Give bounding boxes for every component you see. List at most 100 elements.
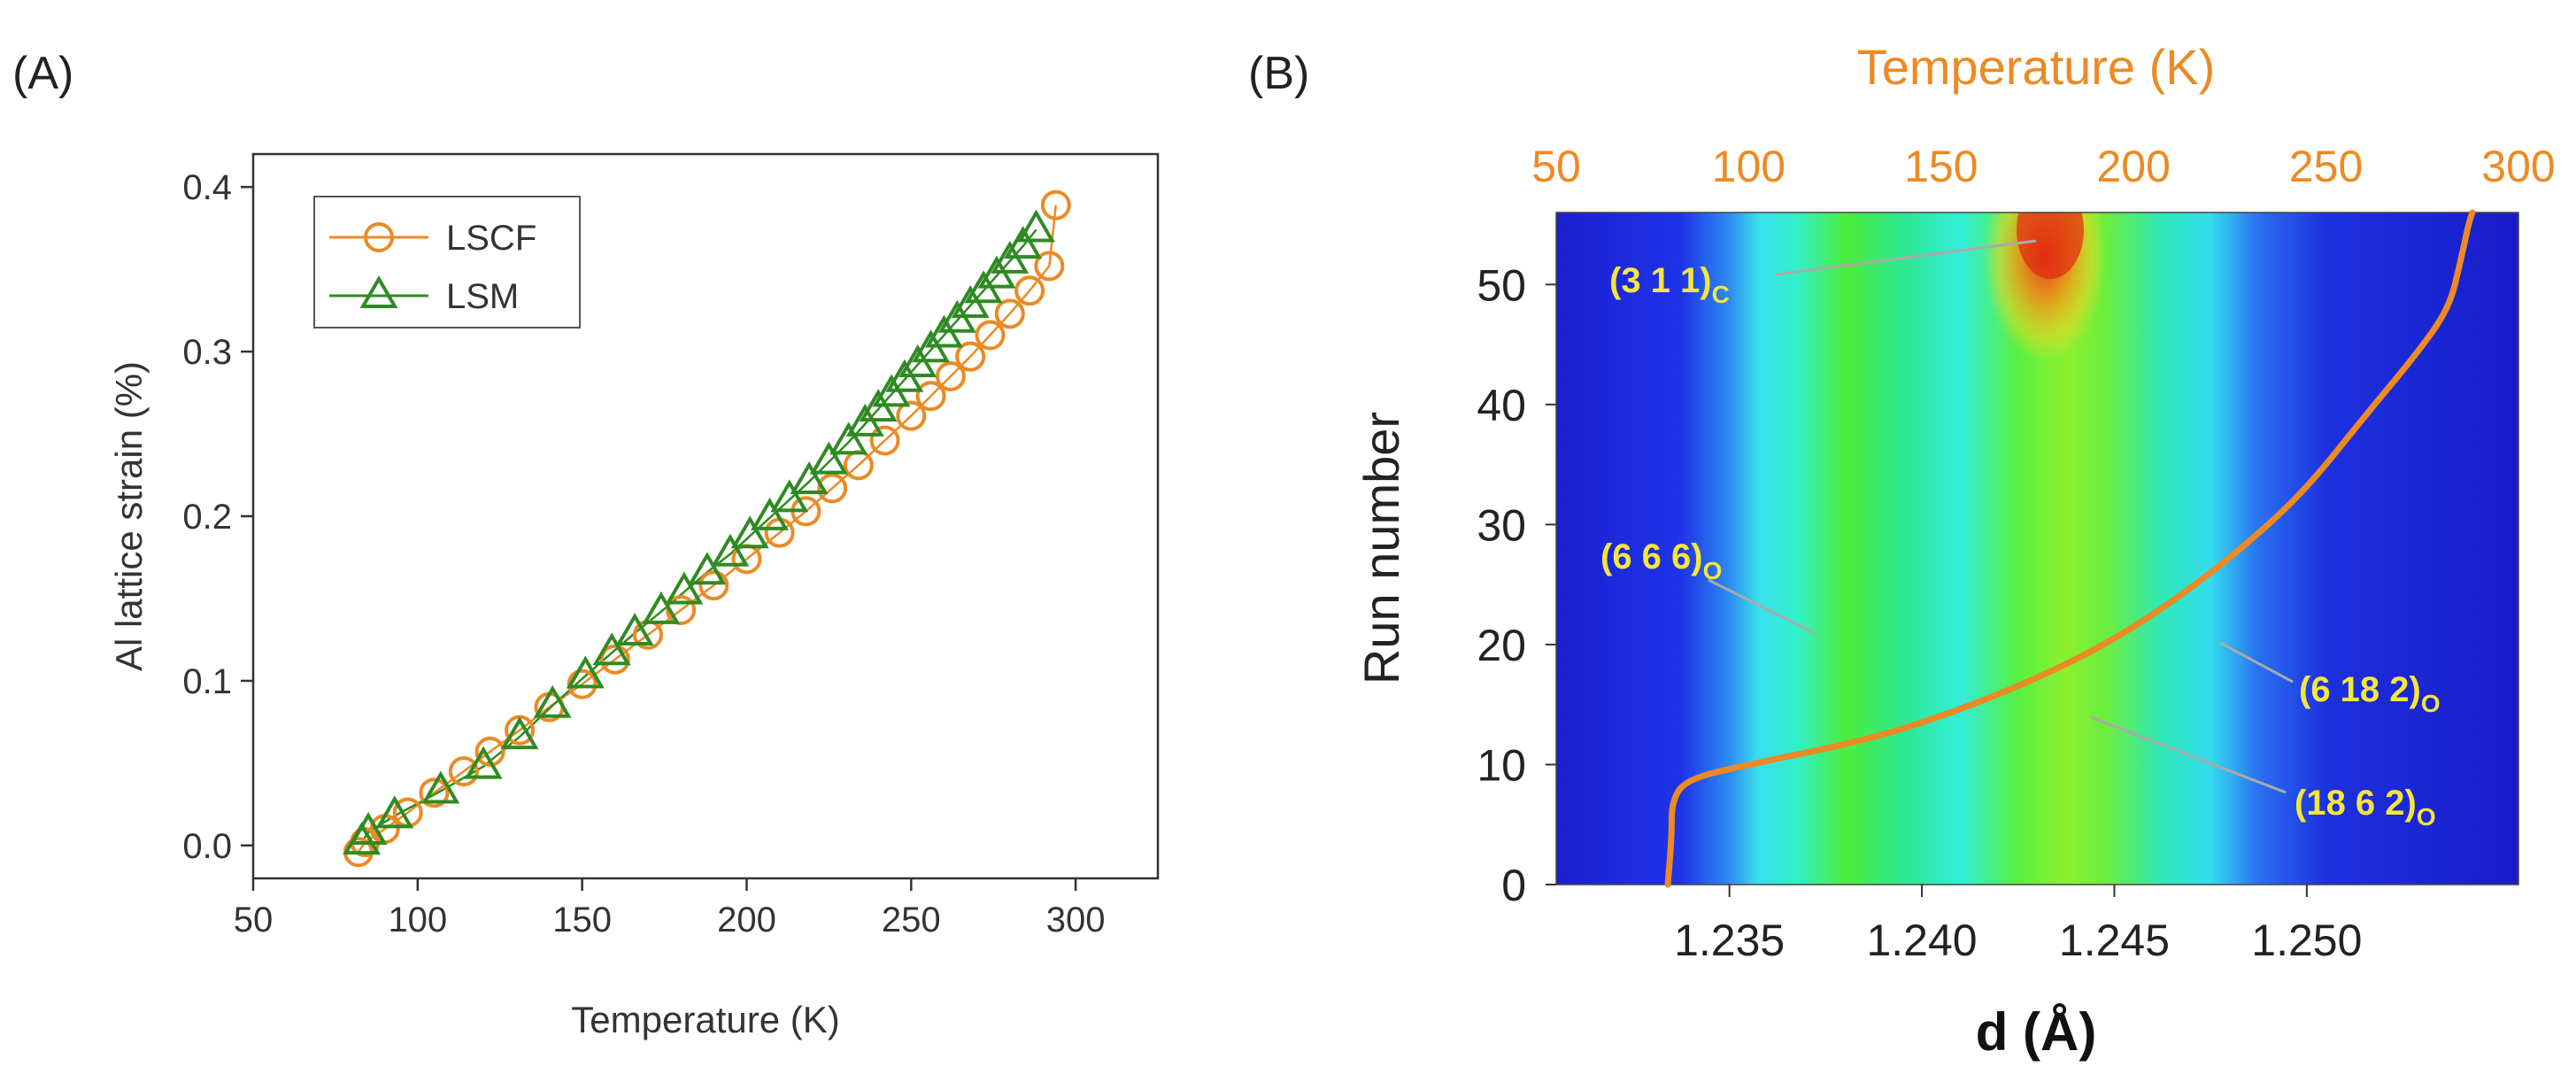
panel-a: 50 100 150 200 250 300 0.0 0.1 0.2 0.3 0.4 Temper… bbox=[108, 152, 1160, 1040]
y-tick-label-b: 10 bbox=[1477, 740, 1526, 790]
y-tick-label-b: 40 bbox=[1477, 381, 1526, 430]
y-tick-label-a: 0.0 bbox=[182, 827, 232, 866]
data-point-lscf bbox=[448, 756, 479, 787]
top-axis-ticks-b: 50 100 150 200 250 300 bbox=[1531, 142, 2556, 191]
legend-label-lsm: LSM bbox=[446, 277, 519, 316]
data-point-lsm bbox=[688, 552, 727, 585]
data-point-lsm bbox=[500, 716, 539, 750]
top-x-tick-label-b: 100 bbox=[1712, 142, 1785, 191]
leader-line-311 bbox=[1774, 239, 2037, 276]
data-point-lscf bbox=[994, 298, 1025, 329]
data-point-lscf bbox=[599, 644, 630, 675]
y-tick-label-b: 0 bbox=[1501, 861, 1526, 910]
x-tick-label-a: 200 bbox=[717, 901, 776, 939]
data-point-lscf bbox=[896, 400, 927, 431]
x-tick-label-a: 250 bbox=[882, 901, 941, 939]
x-tick-label-b: 1.250 bbox=[2251, 916, 2362, 965]
data-point-lsm bbox=[809, 441, 848, 475]
peak-label-311-sub: C bbox=[1712, 281, 1730, 308]
data-point-lsm bbox=[615, 613, 654, 645]
y-tick-label-a: 0.4 bbox=[182, 168, 232, 207]
data-point-lscf bbox=[474, 736, 505, 767]
peak-label-6182-sub: O bbox=[2421, 690, 2441, 717]
x-tick-label-a: 150 bbox=[552, 901, 612, 939]
data-point-lscf bbox=[975, 320, 1006, 351]
peak-label-666: (6 6 6)O bbox=[1600, 537, 1816, 635]
top-x-tick-label-b: 150 bbox=[1904, 142, 1978, 191]
svg-text:(3 1 1)C: (3 1 1)C bbox=[1609, 261, 1730, 308]
plot-frame-b bbox=[1555, 212, 2519, 885]
data-point-lscf bbox=[915, 381, 946, 412]
data-point-lsm bbox=[592, 632, 631, 666]
y-axis-title-a: Al lattice strain (%) bbox=[108, 361, 150, 671]
panel-b: 1.235 1.240 1.245 1.250 0 10 20 30 40 50 50 100 15… bbox=[1354, 39, 2556, 1062]
data-point-lsm bbox=[566, 655, 605, 689]
x-axis-title-a: Temperature (K) bbox=[571, 999, 839, 1040]
y-axis-ticks-a: 0.0 0.1 0.2 0.3 0.4 bbox=[182, 168, 253, 866]
data-point-lsm bbox=[790, 460, 829, 494]
y-tick-label-b: 20 bbox=[1477, 621, 1526, 670]
top-x-tick-label-b: 300 bbox=[2481, 142, 2555, 191]
legend-a: LSCF LSM bbox=[313, 196, 581, 329]
peak-label-311: (3 1 1)C bbox=[1609, 239, 2037, 308]
y-tick-label-b: 30 bbox=[1477, 500, 1526, 550]
data-point-lscf bbox=[698, 570, 729, 601]
data-point-lscf bbox=[935, 360, 966, 391]
data-point-lscf bbox=[666, 594, 697, 625]
data-point-lsm bbox=[829, 421, 868, 455]
peak-label-6182-main: (6 18 2) bbox=[2299, 670, 2421, 709]
panel-label-b: (B) bbox=[1248, 48, 1309, 99]
x-tick-label-b: 1.245 bbox=[2059, 916, 2170, 965]
leader-line-6182 bbox=[2219, 641, 2294, 684]
legend-box bbox=[313, 196, 581, 329]
x-tick-label-a: 50 bbox=[234, 901, 274, 939]
x-tick-label-b: 1.235 bbox=[1674, 916, 1785, 965]
legend-marker-lscf bbox=[364, 222, 394, 252]
panel-label-a: (A) bbox=[12, 48, 73, 99]
y-tick-label-a: 0.2 bbox=[182, 498, 232, 537]
data-point-lsm bbox=[533, 684, 572, 718]
data-point-lscf bbox=[817, 473, 848, 504]
svg-text:(18 6 2)O: (18 6 2)O bbox=[2294, 784, 2436, 831]
data-point-lscf bbox=[1040, 189, 1071, 220]
x-tick-label-a: 300 bbox=[1046, 901, 1106, 939]
y-tick-label-b: 50 bbox=[1477, 260, 1526, 310]
y-tick-label-a: 0.3 bbox=[182, 333, 232, 372]
x-axis-ticks-a: 50 100 150 200 250 300 bbox=[234, 878, 1106, 939]
data-point-lsm bbox=[750, 497, 789, 530]
leader-line-666 bbox=[1708, 578, 1816, 635]
data-point-lsm bbox=[464, 746, 503, 779]
peak-label-6182: (6 18 2)O bbox=[2219, 641, 2441, 717]
legend-marker-lsm bbox=[359, 275, 398, 308]
top-x-tick-label-b: 250 bbox=[2289, 142, 2363, 191]
data-point-lsm bbox=[421, 770, 460, 804]
series-group-a bbox=[343, 189, 1071, 868]
data-point-lsm bbox=[349, 811, 388, 845]
top-axis-title-b: Temperature (K) bbox=[1857, 39, 2216, 95]
data-point-lsm bbox=[730, 515, 769, 549]
data-point-lsm bbox=[711, 533, 750, 567]
x-tick-label-b: 1.240 bbox=[1866, 916, 1977, 965]
data-point-lscf bbox=[869, 425, 900, 456]
svg-text:(6 6 6)O: (6 6 6)O bbox=[1600, 537, 1722, 584]
data-point-lsm bbox=[1004, 226, 1043, 259]
data-point-lscf bbox=[955, 341, 986, 372]
temperature-curve bbox=[1664, 209, 2476, 888]
heatmap-hot-core bbox=[2017, 213, 2084, 279]
peak-label-666-main: (6 6 6) bbox=[1600, 537, 1703, 576]
y-axis-title-b: Run number bbox=[1354, 412, 1409, 684]
peak-label-1862: (18 6 2)O bbox=[2090, 715, 2436, 831]
data-point-lscf bbox=[1014, 275, 1045, 306]
peak-label-1862-main: (18 6 2) bbox=[2294, 784, 2417, 823]
data-point-lscf bbox=[1034, 251, 1065, 282]
data-point-lscf bbox=[419, 777, 450, 808]
peak-label-311-main: (3 1 1) bbox=[1609, 261, 1712, 300]
data-point-lsm bbox=[1017, 209, 1055, 243]
top-x-tick-label-b: 200 bbox=[2096, 142, 2170, 191]
temperature-curve-group bbox=[1664, 209, 2476, 888]
legend-label-lscf: LSCF bbox=[446, 219, 536, 258]
x-tick-label-a: 100 bbox=[388, 901, 447, 939]
peak-label-666-sub: O bbox=[1703, 557, 1723, 584]
x-axis-title-b: d (Å) bbox=[1976, 1002, 2097, 1062]
